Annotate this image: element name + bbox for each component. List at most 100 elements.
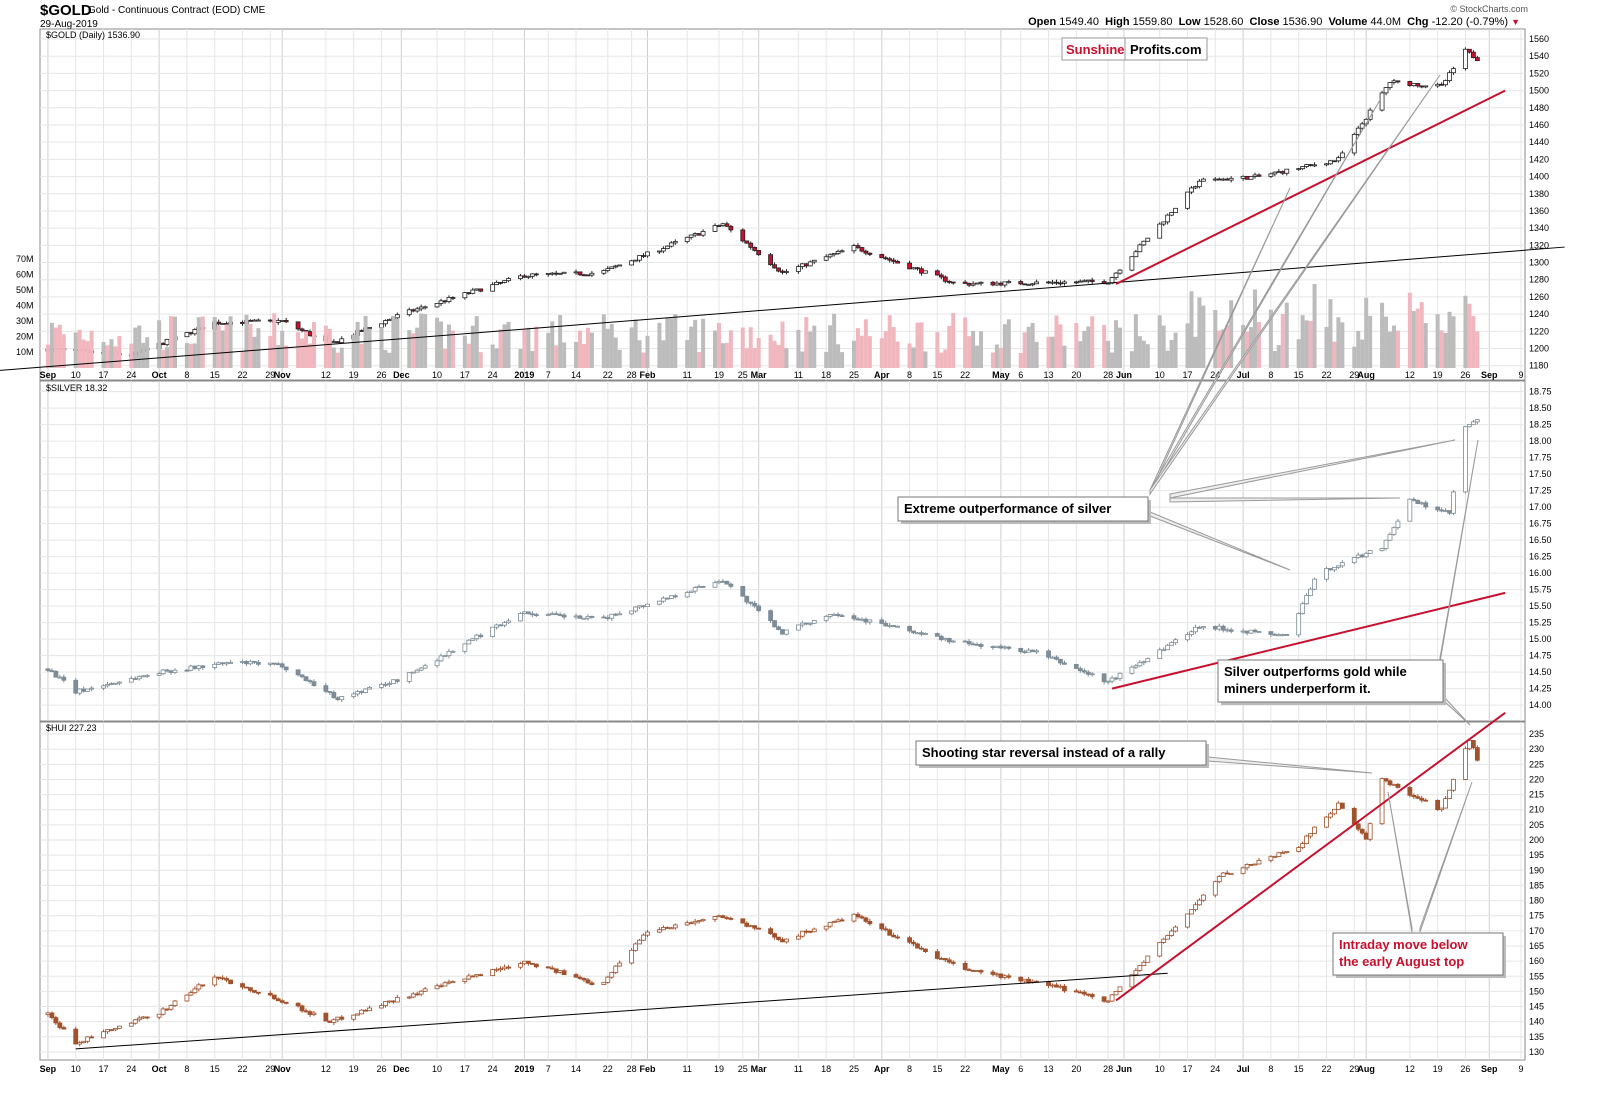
y-tick-label: 16.00 (1529, 568, 1552, 578)
x-tick-label-gold: 10 (71, 370, 81, 380)
volume-bar (1078, 341, 1083, 368)
candle-body (168, 670, 174, 673)
candle-body (1312, 164, 1317, 167)
candle-body (938, 274, 944, 278)
x-tick-label-gold: 9 (1519, 370, 1524, 380)
candle-body (248, 987, 253, 991)
candle-body (252, 660, 257, 663)
candle-body (688, 922, 694, 925)
volume-bar (812, 325, 817, 368)
volume-bar (1245, 331, 1250, 368)
volume-bar (1471, 315, 1476, 368)
candle-body (613, 265, 619, 268)
candle-body (907, 625, 912, 632)
y-tick-label: 155 (1529, 971, 1544, 981)
candle-body (1220, 872, 1226, 877)
volume-bar (101, 342, 106, 368)
candle-body (549, 967, 555, 970)
x-tick-label-gold: Oct (152, 370, 167, 380)
candle-body (1474, 419, 1480, 423)
volume-bar (296, 332, 301, 368)
candle-body (923, 633, 928, 635)
candle-body (1387, 780, 1393, 786)
watermark-profits: Profits.com (1130, 42, 1202, 57)
candle-body (252, 319, 257, 322)
candle-body (255, 991, 261, 994)
candle-body (1228, 629, 1234, 632)
candle-body (414, 308, 420, 312)
candle-body (1216, 178, 1222, 181)
candle-body (1173, 639, 1178, 644)
candle-body (1193, 186, 1198, 189)
candle-body (1113, 991, 1119, 996)
candle-body (188, 992, 194, 996)
x-tick-label-gold: 15 (932, 370, 942, 380)
candle-body (724, 223, 730, 227)
volume-bar (780, 321, 785, 368)
volume-bar (768, 334, 773, 368)
candle-body (895, 936, 901, 939)
candle-body (1252, 863, 1258, 866)
candle-body (1252, 629, 1258, 633)
candle-body (823, 925, 829, 930)
candle-body (109, 683, 114, 685)
volume-bar (1423, 323, 1428, 368)
candle-body (581, 274, 587, 277)
volume-bar (1137, 336, 1142, 368)
volume-bar (1165, 350, 1170, 368)
candle-body (390, 679, 396, 684)
x-tick-label-gold: Aug (1357, 370, 1375, 380)
candle-body (518, 613, 523, 622)
candle-body (271, 662, 277, 665)
candle-body (299, 1005, 305, 1012)
candle-body (772, 264, 777, 269)
candle-body (1197, 180, 1202, 188)
candle-body (359, 691, 365, 693)
x-tick-label-gold: 15 (210, 370, 220, 380)
candle-body (1419, 797, 1425, 801)
candle-body (1451, 68, 1456, 74)
candle-body (367, 686, 372, 690)
candle-body (390, 1000, 396, 1003)
volume-bar (466, 343, 471, 368)
candle-body (545, 966, 551, 969)
candle-body (811, 619, 817, 624)
y-tick-label: 14.00 (1529, 700, 1552, 710)
candle-body (859, 247, 865, 252)
candle-body (855, 245, 861, 248)
volume-bar (1185, 323, 1190, 368)
volume-bar (534, 326, 539, 368)
volume-bar (61, 334, 66, 368)
candle-body (1443, 80, 1448, 86)
volume-bar (689, 326, 694, 368)
candle-body (410, 309, 416, 312)
volume-bar (1276, 345, 1281, 368)
volume-bar (1034, 341, 1039, 368)
volume-bar (975, 345, 980, 368)
candle-body (89, 687, 95, 690)
volume-bar (574, 341, 579, 368)
x-tick-label-hui: 15 (1294, 1064, 1304, 1074)
volume-bar (423, 313, 428, 368)
candle-body (1256, 174, 1262, 177)
candle-body (1248, 629, 1254, 634)
candle-body (136, 1017, 142, 1021)
candle-body (633, 606, 638, 612)
candle-body (438, 985, 444, 988)
candle-body (672, 924, 678, 929)
candle-body (839, 250, 845, 253)
watermark-sunshine: Sunshine (1066, 42, 1125, 57)
candle-body (549, 272, 555, 275)
candle-body (1308, 588, 1313, 596)
panel-frame-3 (39, 721, 1526, 1061)
volume-bar (331, 347, 336, 368)
x-tick-label-hui: 28 (1103, 1064, 1113, 1074)
trendline-black (0, 246, 1565, 371)
candle-body (1145, 658, 1151, 663)
candle-body (891, 934, 897, 938)
candle-body (525, 275, 531, 278)
volume-bar (748, 327, 753, 368)
y-tick-label: 18.50 (1529, 403, 1552, 413)
candle-body (1034, 281, 1040, 285)
candle-body (1113, 677, 1119, 680)
